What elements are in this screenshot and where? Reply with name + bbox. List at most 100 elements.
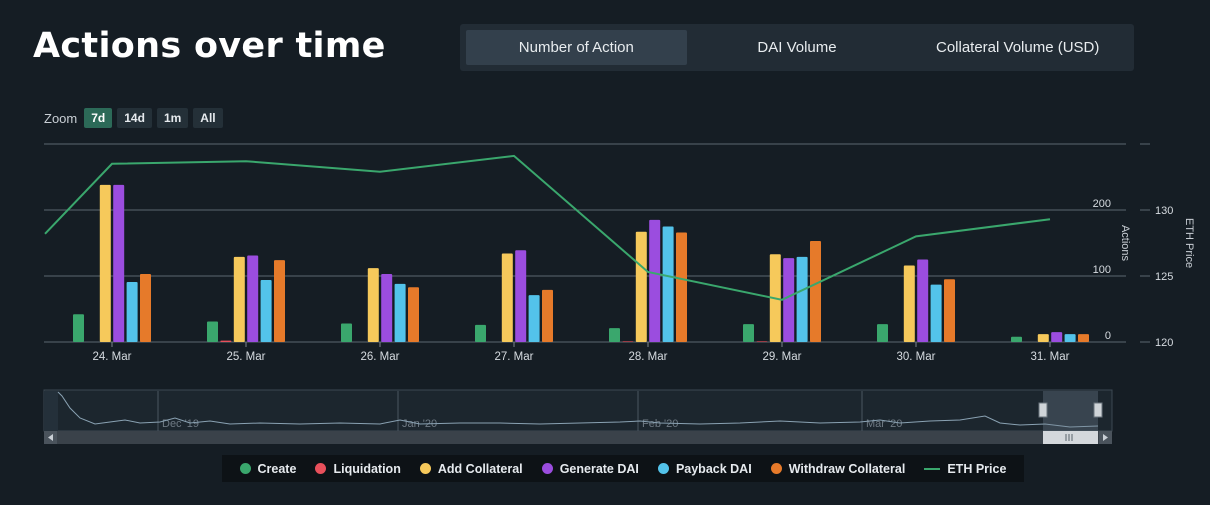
zoom-selector: Zoom 7d 14d 1m All bbox=[44, 108, 223, 128]
bar bbox=[515, 250, 527, 342]
legend-marker bbox=[419, 463, 431, 474]
bar bbox=[140, 274, 151, 342]
y-left-axis-title: Actions bbox=[1119, 225, 1131, 262]
y-right-axis-title: ETH Price bbox=[1183, 218, 1195, 268]
x-tick-label: 26. Mar bbox=[361, 351, 400, 363]
bar bbox=[1064, 334, 1076, 342]
x-tick-label: 31. Mar bbox=[1031, 351, 1070, 363]
tab-dai-volume[interactable]: DAI Volume bbox=[757, 39, 837, 56]
zoom-label: Zoom bbox=[44, 110, 78, 126]
y-right-tick-label: 130 bbox=[1155, 205, 1173, 217]
navigator-mask bbox=[44, 391, 58, 431]
navigator-range-window bbox=[1043, 391, 1098, 431]
bar bbox=[622, 341, 634, 342]
x-tick-label: 24. Mar bbox=[93, 351, 132, 363]
chart-navigator[interactable]: Dec '19 Jan '20 Feb '20 Mar '20 bbox=[43, 389, 1113, 444]
bar bbox=[341, 323, 352, 342]
legend-item-create[interactable]: Create bbox=[239, 461, 297, 476]
bar bbox=[73, 314, 84, 342]
bar bbox=[917, 259, 929, 342]
bar bbox=[1078, 334, 1089, 342]
bar bbox=[394, 283, 406, 342]
navigator-handle-right bbox=[1093, 402, 1103, 418]
bar bbox=[783, 258, 795, 342]
navigator-label: Dec '19 bbox=[162, 418, 199, 430]
legend-label: Liquidation bbox=[333, 461, 401, 476]
legend-marker bbox=[239, 463, 251, 474]
legend-marker bbox=[924, 467, 941, 470]
bar bbox=[1051, 332, 1063, 342]
zoom-14d-button[interactable]: 14d bbox=[117, 108, 152, 128]
bar bbox=[542, 289, 553, 342]
bar bbox=[475, 324, 486, 342]
legend-item-generate-dai[interactable]: Generate DAI bbox=[541, 461, 639, 476]
zoom-1m-button[interactable]: 1m bbox=[156, 108, 189, 128]
chart-axes: 24. Mar 25. Mar 26. Mar 27. Mar 28. Mar 29. M… bbox=[93, 198, 1196, 363]
navigator-label: Feb '20 bbox=[642, 418, 678, 430]
bar bbox=[381, 274, 393, 342]
bar bbox=[274, 260, 285, 342]
bar bbox=[877, 324, 888, 342]
legend-label: Generate DAI bbox=[559, 461, 639, 476]
bar bbox=[649, 219, 661, 342]
y-left-tick-label: 0 bbox=[1105, 330, 1111, 342]
chevron-left-icon bbox=[48, 434, 53, 441]
bar bbox=[207, 321, 218, 342]
bar bbox=[796, 256, 808, 342]
zoom-all-button[interactable]: All bbox=[193, 108, 223, 128]
x-tick-label: 29. Mar bbox=[763, 351, 802, 363]
tab-collateral-volume[interactable]: Collateral Volume (USD) bbox=[935, 39, 1100, 56]
bar bbox=[247, 255, 259, 342]
x-tick-label: 28. Mar bbox=[629, 351, 668, 363]
bar bbox=[233, 256, 245, 342]
bar bbox=[743, 324, 754, 342]
y-left-tick-label: 100 bbox=[1093, 264, 1111, 276]
bar bbox=[99, 184, 111, 342]
chart-bars bbox=[73, 184, 1089, 342]
chart-gridlines bbox=[44, 143, 1150, 343]
chevron-right-icon bbox=[1103, 434, 1108, 441]
bar bbox=[635, 231, 647, 342]
legend-label: Create bbox=[257, 461, 297, 476]
bar bbox=[113, 184, 125, 342]
bar bbox=[609, 328, 620, 342]
legend-item-withdraw-collateral[interactable]: Withdraw Collateral bbox=[770, 461, 906, 476]
y-right-tick-label: 125 bbox=[1155, 271, 1173, 283]
navigator-handle-left bbox=[1038, 402, 1048, 418]
bar bbox=[501, 253, 513, 342]
bar bbox=[260, 279, 272, 342]
legend-label: Add Collateral bbox=[437, 461, 523, 476]
navigator-label: Mar '20 bbox=[866, 418, 902, 430]
bar bbox=[903, 265, 915, 342]
bar bbox=[662, 226, 674, 342]
eth-price-line bbox=[44, 154, 1051, 301]
legend-label: Withdraw Collateral bbox=[788, 461, 906, 476]
chart-eth-line bbox=[44, 154, 1051, 301]
legend-marker bbox=[770, 463, 782, 474]
bar bbox=[126, 281, 138, 342]
navigator-frame bbox=[43, 389, 1113, 432]
x-tick-label: 27. Mar bbox=[495, 351, 534, 363]
zoom-7d-button[interactable]: 7d bbox=[84, 108, 113, 128]
page-title: Actions over time bbox=[33, 26, 386, 66]
legend-item-add-collateral[interactable]: Add Collateral bbox=[419, 461, 523, 476]
bar bbox=[1037, 334, 1049, 342]
legend-item-eth-price[interactable]: ETH Price bbox=[924, 462, 1006, 476]
legend-item-liquidation[interactable]: Liquidation bbox=[315, 461, 401, 476]
bar bbox=[367, 268, 379, 342]
y-left-tick-label: 200 bbox=[1093, 198, 1111, 210]
legend-item-payback-dai[interactable]: Payback DAI bbox=[657, 462, 752, 476]
legend-marker bbox=[541, 463, 553, 474]
bar bbox=[756, 341, 768, 342]
tab-number-of-action[interactable]: Number of Action bbox=[466, 30, 687, 65]
bar bbox=[810, 241, 821, 342]
navigator-series-line bbox=[57, 391, 1099, 428]
legend-marker bbox=[657, 463, 669, 474]
chart-legend: Create Liquidation Add Collateral Genera… bbox=[222, 455, 1024, 482]
bar bbox=[408, 287, 419, 342]
legend-marker bbox=[315, 463, 327, 474]
x-tick-label: 30. Mar bbox=[897, 351, 936, 363]
y-right-tick-label: 120 bbox=[1155, 337, 1173, 349]
metric-tabs: Number of Action DAI Volume Collateral V… bbox=[460, 24, 1134, 71]
